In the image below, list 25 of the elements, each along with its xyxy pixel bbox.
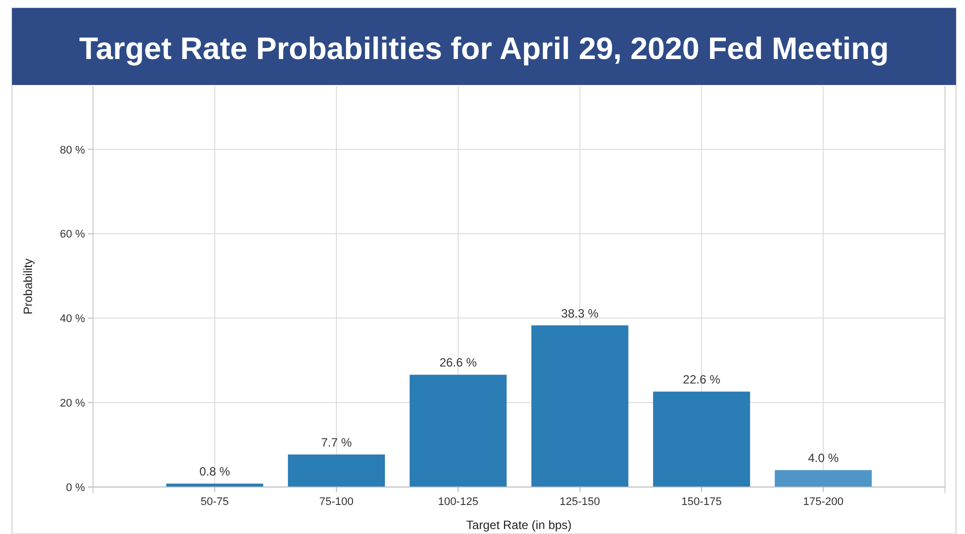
y-tick-label: 0 % (66, 482, 86, 494)
chart-title: Target Rate Probabilities for April 29, 2020 Fed Meeting (79, 31, 889, 66)
data-label: 26.6 % (439, 356, 478, 370)
y-tick-label: 80 % (60, 144, 86, 156)
y-axis-title: Probability (21, 258, 35, 315)
x-tick-label: 150-175 (681, 496, 722, 508)
x-axis-title: Target Rate (in bps) (466, 518, 572, 532)
y-tick-label: 40 % (60, 313, 86, 326)
bar (774, 470, 872, 487)
data-label: 4.0 % (808, 451, 839, 466)
x-tick-label: 50-75 (200, 496, 229, 508)
x-tick-label: 125-150 (560, 496, 600, 508)
data-label: 22.6 % (682, 372, 721, 387)
bar (531, 325, 628, 487)
x-tick-label: 75-100 (319, 496, 354, 508)
x-tick-label: 175-200 (803, 496, 844, 508)
data-label: 7.7 % (321, 436, 352, 450)
y-tick-label: 20 % (60, 398, 86, 410)
data-label: 0.8 % (199, 464, 230, 479)
bar (653, 392, 750, 487)
bar (288, 454, 385, 487)
data-label: 38.3 % (561, 306, 599, 320)
x-tick-label: 100-125 (438, 496, 478, 508)
bar (410, 374, 507, 487)
y-tick-label: 60 % (60, 228, 86, 241)
